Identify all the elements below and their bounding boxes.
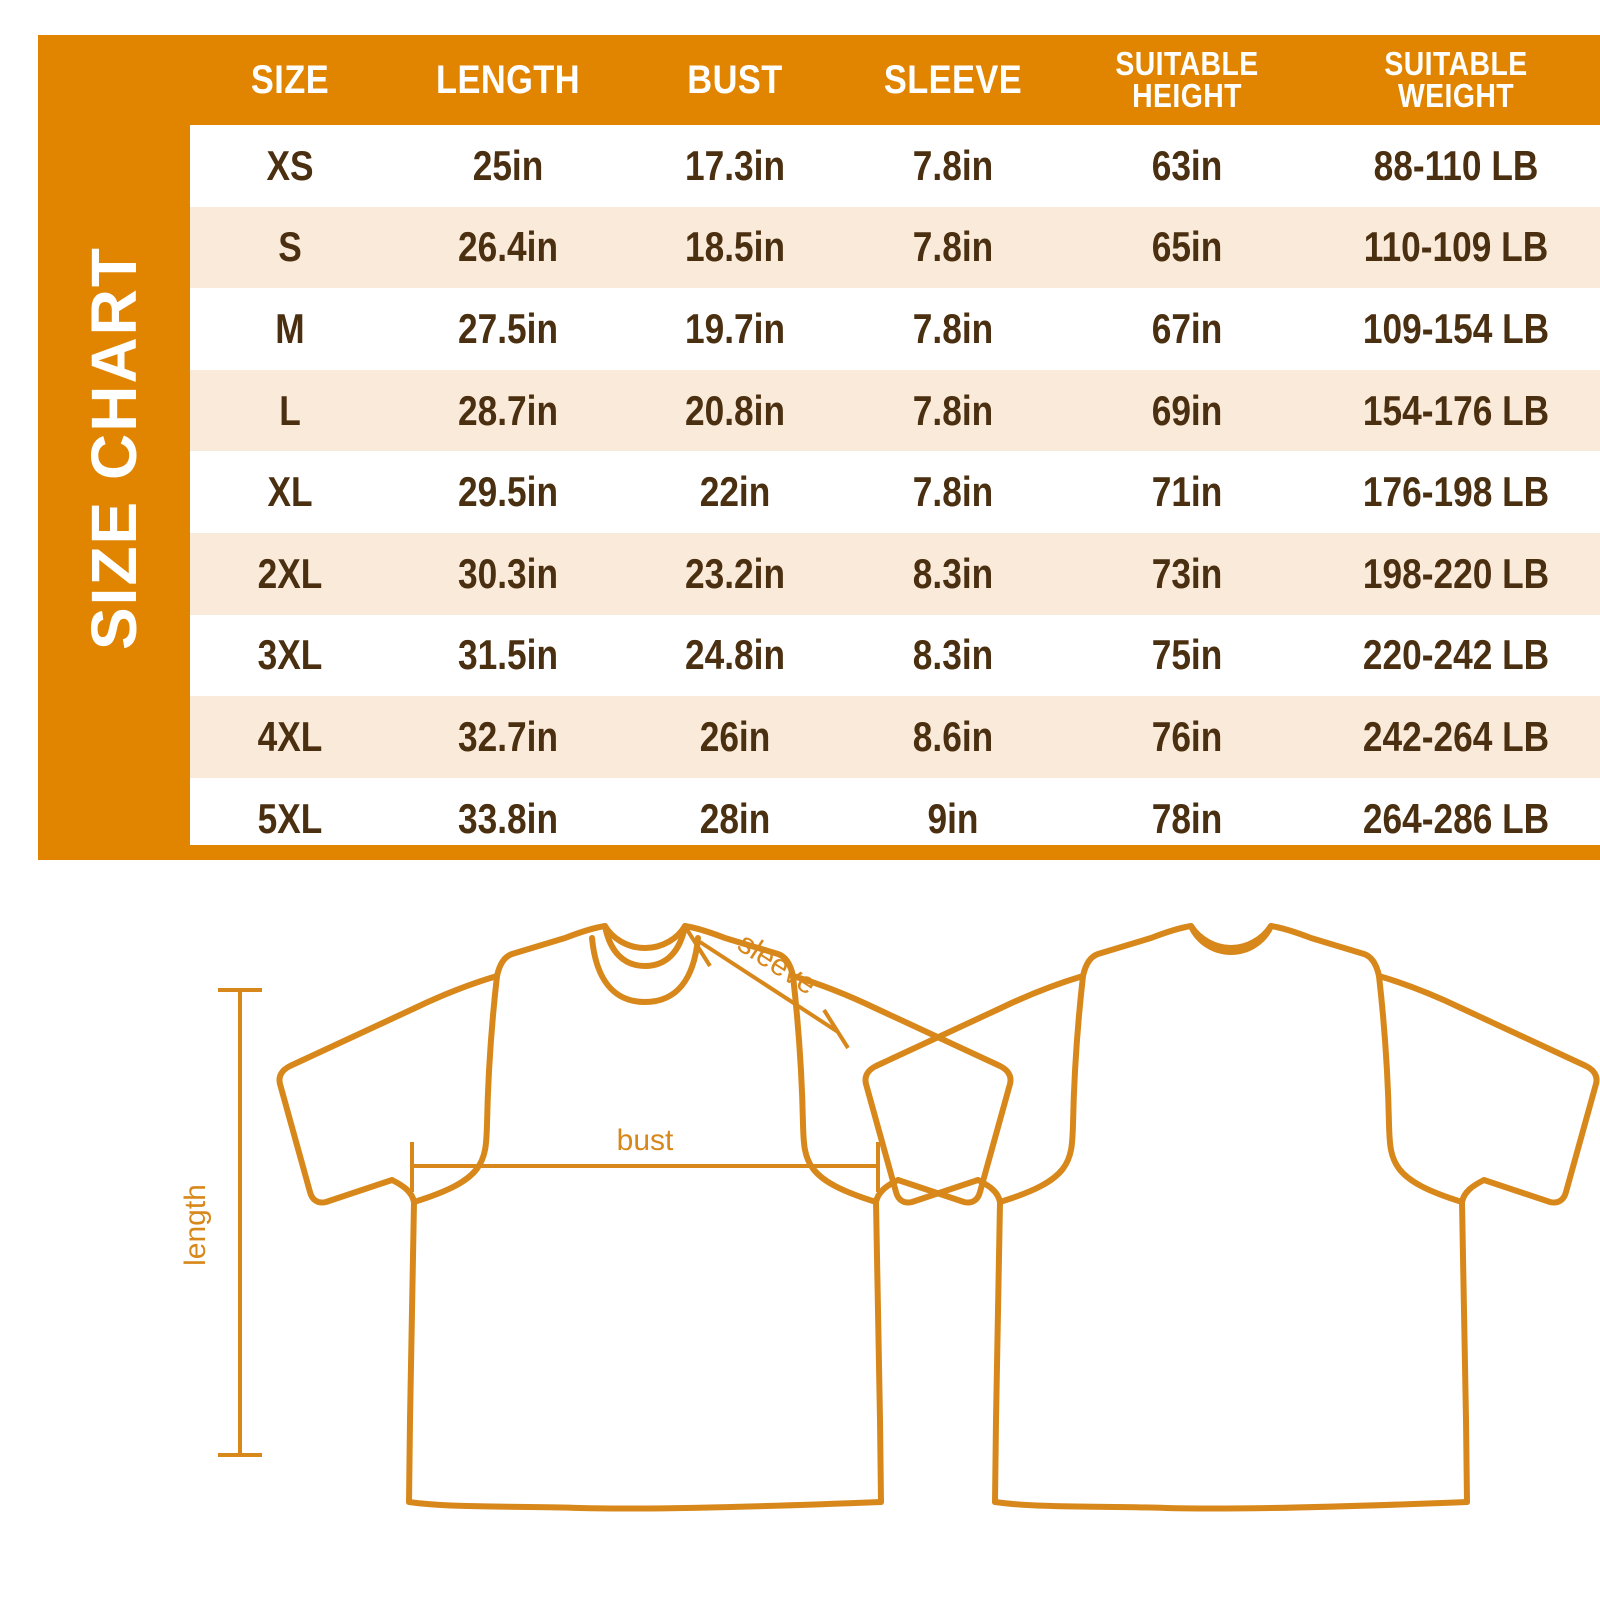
column-header-bust-label: BUST <box>687 57 783 102</box>
column-header-length-label: LENGTH <box>436 57 580 102</box>
cell-height: 73in <box>1151 549 1223 597</box>
cell-height: 78in <box>1151 794 1223 842</box>
tshirt-measurement-diagram: length bust sleeve <box>0 880 1600 1580</box>
cell-bust: 20.8in <box>684 386 786 434</box>
cell-weight: 242-264 LB <box>1362 712 1550 760</box>
table-row: L 28.7in 20.8in 7.8in 69in 154-176 LB <box>190 369 1600 452</box>
column-header-sleeve-label: SLEEVE <box>883 57 1023 102</box>
cell-size: M <box>275 304 305 352</box>
cell-sleeve: 7.8in <box>912 141 994 189</box>
size-chart-side-panel: SIZE CHART <box>38 35 190 860</box>
column-header-suitable-height: SUITABLE HEIGHT <box>1080 45 1295 114</box>
cell-height: 75in <box>1151 631 1223 679</box>
column-header-suitable-weight-line2: WEIGHT <box>1397 77 1515 114</box>
cell-bust: 22in <box>699 468 771 516</box>
cell-sleeve: 7.8in <box>912 223 994 271</box>
cell-bust: 18.5in <box>684 223 786 271</box>
table-row: XL 29.5in 22in 7.8in 71in 176-198 LB <box>190 451 1600 533</box>
cell-bust: 24.8in <box>684 631 786 679</box>
cell-height: 65in <box>1151 223 1223 271</box>
cell-length: 28.7in <box>457 386 559 434</box>
column-header-size-label: SIZE <box>250 57 330 102</box>
cell-sleeve: 8.3in <box>912 631 994 679</box>
column-header-size: SIZE <box>204 57 376 102</box>
cell-length: 30.3in <box>457 549 559 597</box>
cell-length: 29.5in <box>457 468 559 516</box>
cell-length: 27.5in <box>457 304 559 352</box>
cell-weight: 110-109 LB <box>1363 223 1549 271</box>
cell-length: 33.8in <box>457 794 559 842</box>
cell-size: XL <box>267 468 313 516</box>
column-header-suitable-height-line2: HEIGHT <box>1132 77 1242 114</box>
cell-weight: 220-242 LB <box>1362 631 1550 679</box>
cell-height: 76in <box>1151 712 1223 760</box>
column-header-suitable-weight-line1: SUITABLE <box>1384 45 1528 83</box>
cell-bust: 23.2in <box>684 549 786 597</box>
cell-length: 26.4in <box>457 223 559 271</box>
length-dimension: length <box>179 988 262 1457</box>
cell-size: L <box>279 386 301 434</box>
cell-sleeve: 7.8in <box>912 468 994 516</box>
cell-sleeve: 8.3in <box>912 549 994 597</box>
size-chart-title: SIZE CHART <box>78 245 150 650</box>
tshirt-back-outline <box>862 923 1600 1512</box>
cell-bust: 28in <box>699 794 771 842</box>
length-label: length <box>179 1184 212 1266</box>
cell-length: 25in <box>472 141 544 189</box>
table-bottom-accent-bar <box>38 845 1600 860</box>
cell-size: 3XL <box>257 631 323 679</box>
size-chart-table-block: SIZE CHART SIZE LENGTH BUST SLEEVE SUITA… <box>38 35 1600 860</box>
cell-length: 31.5in <box>457 631 559 679</box>
cell-size: 2XL <box>257 549 323 597</box>
table-row: 2XL 30.3in 23.2in 8.3in 73in 198-220 LB <box>190 532 1600 615</box>
size-table: SIZE LENGTH BUST SLEEVE SUITABLE HEIGHT … <box>190 35 1600 860</box>
table-row: XS 25in 17.3in 7.8in 63in 88-110 LB <box>190 125 1600 207</box>
tshirt-front-outline <box>276 923 1014 1512</box>
cell-weight: 154-176 LB <box>1362 386 1550 434</box>
table-row: S 26.4in 18.5in 7.8in 65in 110-109 LB <box>190 206 1600 289</box>
cell-height: 71in <box>1151 468 1223 516</box>
cell-weight: 88-110 LB <box>1373 141 1539 189</box>
column-header-suitable-height-line1: SUITABLE <box>1115 45 1259 83</box>
cell-size: XS <box>266 141 314 189</box>
cell-weight: 264-286 LB <box>1362 794 1550 842</box>
table-row: 3XL 31.5in 24.8in 8.3in 75in 220-242 LB <box>190 614 1600 697</box>
cell-size: S <box>278 223 302 271</box>
cell-bust: 17.3in <box>684 141 786 189</box>
cell-height: 63in <box>1151 141 1223 189</box>
cell-length: 32.7in <box>457 712 559 760</box>
cell-size: 4XL <box>257 712 323 760</box>
cell-weight: 198-220 LB <box>1362 549 1550 597</box>
cell-sleeve: 8.6in <box>912 712 994 760</box>
cell-sleeve: 7.8in <box>912 386 994 434</box>
column-header-bust: BUST <box>641 57 828 102</box>
bust-dimension: bust <box>410 1124 880 1192</box>
cell-weight: 176-198 LB <box>1362 468 1550 516</box>
cell-sleeve: 9in <box>927 794 979 842</box>
table-body: XS 25in 17.3in 7.8in 63in 88-110 LB S 26… <box>190 125 1600 860</box>
table-row: 4XL 32.7in 26in 8.6in 76in 242-264 LB <box>190 696 1600 778</box>
cell-height: 67in <box>1151 304 1223 352</box>
column-header-length: LENGTH <box>407 57 610 102</box>
table-header-row: SIZE LENGTH BUST SLEEVE SUITABLE HEIGHT … <box>190 35 1600 125</box>
cell-bust: 26in <box>699 712 771 760</box>
column-header-suitable-weight: SUITABLE WEIGHT <box>1332 45 1580 114</box>
cell-sleeve: 7.8in <box>912 304 994 352</box>
cell-size: 5XL <box>257 794 323 842</box>
cell-height: 69in <box>1151 386 1223 434</box>
cell-bust: 19.7in <box>684 304 786 352</box>
column-header-sleeve: SLEEVE <box>859 57 1046 102</box>
bust-label: bust <box>617 1124 674 1157</box>
cell-weight: 109-154 LB <box>1362 304 1550 352</box>
table-row: M 27.5in 19.7in 7.8in 67in 109-154 LB <box>190 288 1600 370</box>
